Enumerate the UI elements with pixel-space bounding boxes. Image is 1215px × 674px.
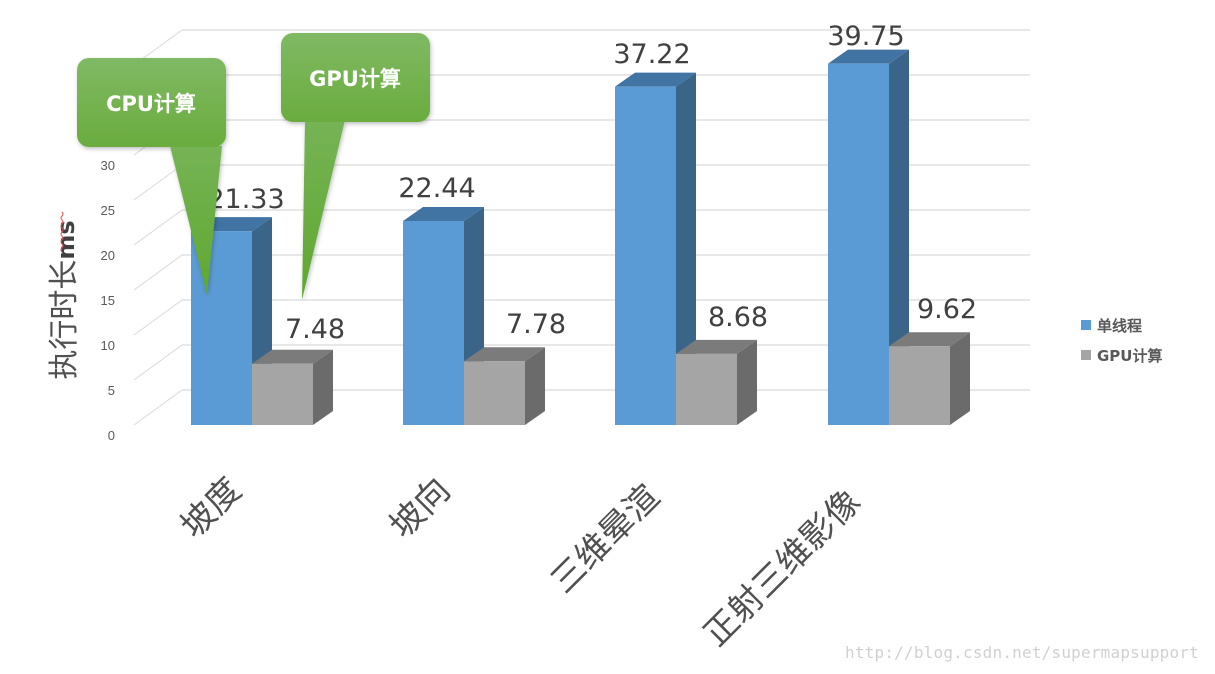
legend: 单线程 GPU计算 [1081,317,1163,365]
callout-cpu [77,58,226,295]
bar-single-thread-3 [828,49,909,426]
y-axis-label-text: 执行时长 [47,260,82,380]
spellcheck-underline [60,211,64,253]
y-tick-0: 0 [108,428,115,443]
y-tick-10: 10 [101,338,115,353]
bar-top-face [828,49,909,64]
bar-top-face [615,72,696,87]
bar-side-face [889,49,909,426]
legend-swatch-gpu [1081,350,1091,360]
watermark: http://blog.csdn.net/supermapsupport [845,643,1199,662]
gridline-diagonal [133,164,183,201]
bar-side-face [950,332,970,425]
category-label-2: 三维晕渲 [543,477,667,601]
bar-side-face [737,339,757,425]
bar-side-face [676,72,696,425]
callout-gpu [281,33,430,300]
legend-label-single-thread: 单线程 [1097,317,1142,335]
bar-single-thread-2 [615,72,696,425]
bar-front-face [676,353,737,425]
bar-front-face [464,361,525,425]
y-axis-label: 执行时长ms [47,220,82,379]
category-label-3: 正射三维影像 [696,482,869,655]
y-tick-25: 25 [101,203,115,218]
data-label-s0-2: 37.22 [613,39,690,70]
bars [191,49,970,426]
gridline-diagonal [133,299,183,336]
bar-front-face [615,86,676,425]
bar-gpu-0 [252,349,333,425]
bar-top-face [889,332,970,347]
bar-top-face [252,349,333,364]
gridline-diagonal [133,209,183,246]
y-axis-label-unit: ms [52,220,80,259]
bar-top-face [676,339,757,354]
bar-front-face [889,346,950,425]
callout-cpu-tail [170,146,222,295]
gridline-diagonal [133,344,183,381]
gridline-diagonal [133,254,183,291]
callout-gpu-tail [302,120,345,300]
svg-text:执行时长ms: 执行时长ms [47,220,82,379]
category-label-1: 坡向 [382,470,458,546]
x-axis-categories: 坡度 坡向 三维晕渲 正射三维影像 [173,470,869,654]
bar-front-face [828,63,889,426]
y-tick-30: 30 [101,158,115,173]
bar-front-face [252,363,313,425]
data-label-s0-3: 39.75 [827,21,904,52]
bar-front-face [403,221,464,425]
y-tick-20: 20 [101,248,115,263]
y-tick-5: 5 [108,383,115,398]
bar-side-face [525,347,545,425]
data-label-s0-0: 21.33 [207,184,284,215]
category-label-0: 坡度 [173,470,249,546]
data-label-s1-2: 8.68 [708,302,768,333]
data-label-s1-1: 7.78 [506,309,566,340]
legend-swatch-single-thread [1081,320,1091,330]
data-label-s1-3: 9.62 [917,294,977,325]
y-axis-ticks: 0 5 10 15 20 25 30 [101,158,115,443]
callout-cpu-text: CPU计算 [106,92,196,116]
bar-gpu-2 [676,339,757,425]
data-label-s1-0: 7.48 [285,314,345,345]
bar-top-face [403,207,484,222]
data-labels: 21.33 22.44 37.22 39.75 7.48 7.78 8.68 9… [207,21,977,345]
bar-gpu-3 [889,332,970,425]
gridline-diagonal [133,389,183,426]
data-label-s0-1: 22.44 [398,173,475,204]
callout-gpu-text: GPU计算 [309,67,401,91]
callout-cpu-box [77,58,226,147]
y-tick-15: 15 [101,293,115,308]
legend-label-gpu: GPU计算 [1097,347,1163,365]
bar-gpu-1 [464,347,545,425]
bar-top-face [464,347,545,362]
bar-side-face [313,349,333,425]
callout-gpu-box [281,33,430,122]
